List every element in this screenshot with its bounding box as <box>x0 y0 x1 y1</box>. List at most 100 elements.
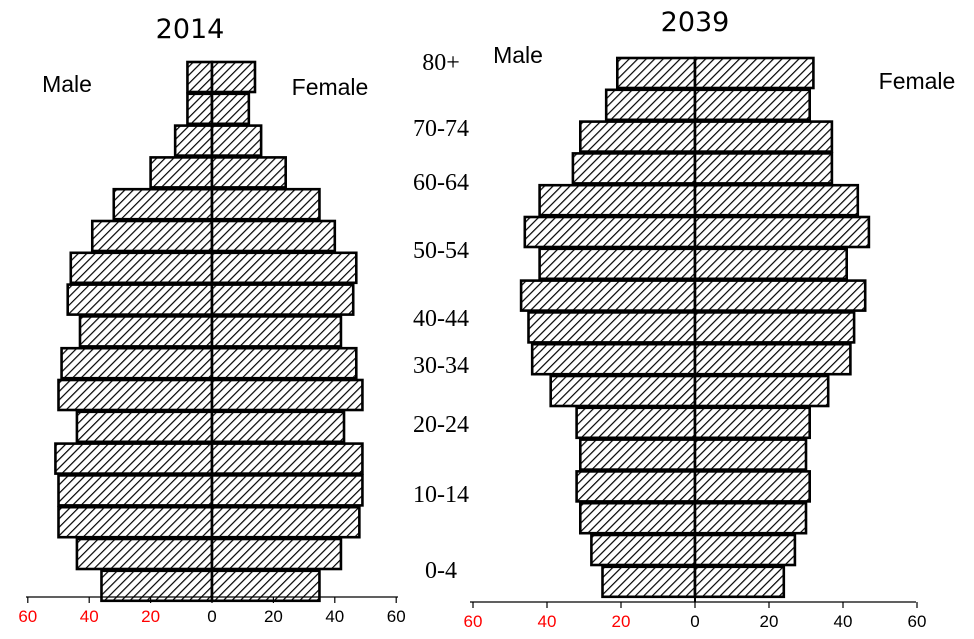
bar-female-75-79 <box>210 92 251 126</box>
bar-female-55-59 <box>210 219 337 253</box>
bar-female-50-54 <box>693 247 848 281</box>
bar-female-45-49 <box>210 283 355 316</box>
bar-male-50-54 <box>538 247 697 281</box>
age-label: 20-24 <box>413 412 469 438</box>
bar-female-80+ <box>210 60 257 94</box>
bar-female-20-24 <box>693 438 808 471</box>
bar-male-45-49 <box>519 279 697 312</box>
bar-female-10-14 <box>693 501 808 535</box>
bar-female-30-34 <box>693 374 830 408</box>
chart-title: 2039 <box>661 7 730 38</box>
pyramid-2014: 2014 Male Female 60 40 20 0 20 40 60 <box>18 14 405 626</box>
bar-male-55-59 <box>90 219 214 253</box>
x-tick-label: 0 <box>207 607 216 626</box>
x-tick-label: 40 <box>538 612 557 631</box>
bar-male-80+ <box>615 56 697 90</box>
age-label: 80+ <box>422 50 460 76</box>
x-tick-label: 60 <box>18 607 37 626</box>
bar-female-15-19 <box>210 474 364 507</box>
x-tick-label: 60 <box>908 612 927 631</box>
bar-female-35-39 <box>693 342 852 376</box>
bar-female-55-59 <box>693 215 871 249</box>
female-label: Female <box>879 68 956 94</box>
bar-male-15-19 <box>57 474 214 507</box>
bar-female-0-4 <box>693 565 786 599</box>
bar-male-15-19 <box>575 470 697 503</box>
bar-male-70-74 <box>173 124 214 157</box>
bar-female-40-44 <box>210 315 343 348</box>
bar-male-0-4 <box>601 565 697 599</box>
bar-female-25-29 <box>210 410 346 444</box>
bar-male-40-44 <box>78 315 214 348</box>
age-label: 40-44 <box>413 306 469 332</box>
x-tick-label: 20 <box>141 607 160 626</box>
bar-male-35-39 <box>530 342 697 376</box>
bar-male-30-34 <box>549 374 697 408</box>
bar-female-75-79 <box>693 88 811 122</box>
bar-male-70-74 <box>578 120 697 153</box>
bar-male-75-79 <box>604 88 697 122</box>
bar-male-5-9 <box>590 533 697 567</box>
bar-male-60-64 <box>538 183 697 217</box>
bar-male-30-34 <box>57 378 214 412</box>
bar-male-60-64 <box>112 187 214 221</box>
bar-female-80+ <box>693 56 815 90</box>
bar-male-0-4 <box>100 569 214 603</box>
bar-female-0-4 <box>210 569 321 603</box>
bar-male-10-14 <box>57 505 214 539</box>
bar-male-5-9 <box>75 537 214 571</box>
bar-male-20-24 <box>54 442 214 475</box>
x-tick-label: 60 <box>464 612 483 631</box>
bar-female-65-69 <box>693 152 834 185</box>
bar-female-60-64 <box>210 187 321 221</box>
male-label: Male <box>493 42 543 68</box>
bar-male-50-54 <box>69 251 214 285</box>
bar-female-10-14 <box>210 505 361 539</box>
bar-female-5-9 <box>210 537 343 571</box>
age-group-labels: 80+ 70-74 60-64 50-54 40-44 30-34 20-24 10-14 0-… <box>413 50 469 584</box>
bar-male-25-29 <box>575 406 697 440</box>
pyramid-2039: 2039 Male Female 60 40 20 0 20 40 60 <box>464 7 956 631</box>
bar-female-30-34 <box>210 378 364 412</box>
bar-male-25-29 <box>75 410 214 444</box>
age-label: 10-14 <box>413 482 469 508</box>
x-tick-label: 60 <box>387 607 406 626</box>
bar-male-35-39 <box>60 346 214 380</box>
bar-female-65-69 <box>210 156 287 189</box>
bar-male-20-24 <box>578 438 697 471</box>
bar-female-50-54 <box>210 251 358 285</box>
age-label: 70-74 <box>413 116 469 142</box>
bar-female-15-19 <box>693 470 811 503</box>
age-label: 60-64 <box>413 170 469 196</box>
x-tick-label: 0 <box>690 612 699 631</box>
female-label: Female <box>292 74 369 100</box>
x-tick-label: 20 <box>760 612 779 631</box>
bar-female-70-74 <box>210 124 263 157</box>
bar-male-10-14 <box>578 501 697 535</box>
bar-male-65-69 <box>149 156 214 189</box>
male-label: Male <box>42 71 92 97</box>
bar-female-35-39 <box>210 346 358 380</box>
age-label: 30-34 <box>413 353 469 379</box>
bar-female-45-49 <box>693 279 867 312</box>
x-tick-label: 40 <box>80 607 99 626</box>
bar-male-40-44 <box>527 311 697 344</box>
bar-female-5-9 <box>693 533 797 567</box>
bar-male-75-79 <box>186 92 214 126</box>
age-label: 50-54 <box>413 238 469 264</box>
bar-female-70-74 <box>693 120 834 153</box>
chart-title: 2014 <box>156 14 225 45</box>
bar-male-45-49 <box>66 283 214 316</box>
bar-female-60-64 <box>693 183 860 217</box>
x-tick-label: 20 <box>612 612 631 631</box>
x-tick-label: 40 <box>834 612 853 631</box>
bar-male-55-59 <box>523 215 697 249</box>
age-label: 0-4 <box>425 558 457 584</box>
x-tick-label: 40 <box>325 607 344 626</box>
bar-male-80+ <box>186 60 214 94</box>
x-tick-label: 20 <box>264 607 283 626</box>
bar-female-40-44 <box>693 311 856 344</box>
bar-male-65-69 <box>571 152 697 185</box>
bar-female-25-29 <box>693 406 811 440</box>
